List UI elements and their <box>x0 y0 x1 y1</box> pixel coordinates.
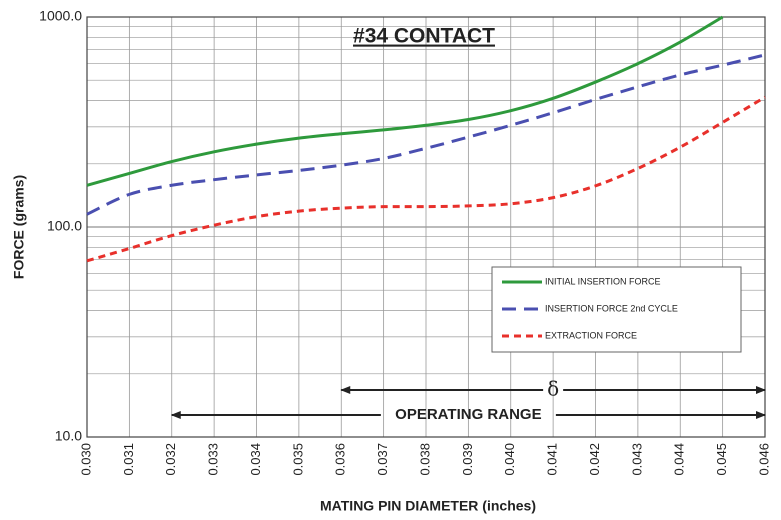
x-tick-label: 0.033 <box>206 443 221 476</box>
x-tick-label: 0.039 <box>460 443 475 476</box>
x-tick-label: 0.037 <box>375 443 390 476</box>
y-tick-label: 100.0 <box>47 218 82 234</box>
y-axis-label: FORCE (grams) <box>11 175 27 279</box>
x-tick-label: 0.042 <box>587 443 602 476</box>
x-tick-label: 0.036 <box>333 443 348 476</box>
x-tick-label: 0.030 <box>78 443 93 476</box>
y-tick-label: 10.0 <box>55 428 82 444</box>
legend-label: INITIAL INSERTION FORCE <box>545 276 661 286</box>
data-line <box>86 95 766 263</box>
x-tick-label: 0.035 <box>290 443 305 476</box>
legend-label: INSERTION FORCE 2nd CYCLE <box>545 303 678 313</box>
x-tick-label: 0.031 <box>121 443 136 476</box>
x-tick-label: 0.044 <box>672 443 687 476</box>
legend-label: EXTRACTION FORCE <box>545 330 637 340</box>
x-tick-label: 0.032 <box>163 443 178 476</box>
annotation: OPERATING RANGE <box>395 406 541 423</box>
annotation: δ <box>547 377 559 401</box>
x-tick-label: 0.041 <box>545 443 560 476</box>
data-line <box>86 53 766 216</box>
x-tick-label: 0.045 <box>714 443 729 476</box>
y-tick-label: 1000.0 <box>39 8 82 24</box>
x-tick-label: 0.043 <box>629 443 644 476</box>
plot <box>86 15 766 263</box>
x-tick-label: 0.034 <box>248 443 263 476</box>
x-tick-label: 0.038 <box>417 443 432 476</box>
x-axis-label: MATING PIN DIAMETER (inches) <box>320 498 536 514</box>
x-tick-label: 0.046 <box>756 443 771 476</box>
chart-title: #34 CONTACT <box>353 25 495 48</box>
plot-frame <box>86 16 766 438</box>
x-tick-label: 0.040 <box>502 443 517 476</box>
data-line <box>86 15 724 187</box>
